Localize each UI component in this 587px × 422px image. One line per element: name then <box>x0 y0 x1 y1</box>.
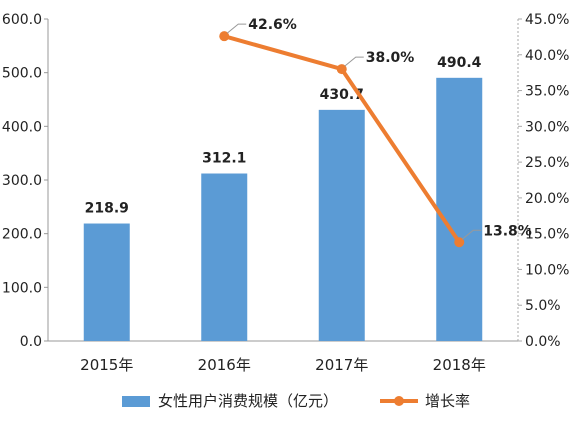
x-tick-label: 2017年 <box>315 356 368 374</box>
y-right-tick-label: 10.0% <box>525 262 569 278</box>
line-label-leader <box>461 229 482 240</box>
axes: 0.0 100.0 200.0 300.0 400.0 500.0 600.0 0.0% 5.0… <box>2 12 570 374</box>
y-left-tick-label: 100.0 <box>2 280 42 296</box>
x-tick-label: 2015年 <box>80 356 133 374</box>
legend-line-label: 增长率 <box>425 392 470 410</box>
y-left-tick-label: 500.0 <box>2 66 42 82</box>
bar-value-label: 430.7 <box>320 87 364 103</box>
legend: 女性用户消费规模（亿元） 增长率 <box>122 392 470 410</box>
line-value-labels: 42.6% 38.0% 13.8% <box>226 17 532 240</box>
bar <box>201 173 248 341</box>
bar <box>436 77 483 341</box>
y-right-tick-label: 45.0% <box>525 12 569 28</box>
line-point <box>336 64 347 75</box>
bar-value-label: 490.4 <box>437 55 482 71</box>
legend-line-marker <box>394 396 404 406</box>
y-right-tick-label: 15.0% <box>525 227 569 243</box>
y-left-tick-label: 300.0 <box>2 173 42 189</box>
x-tick-label: 2016年 <box>198 356 251 374</box>
legend-bar-label: 女性用户消费规模（亿元） <box>158 392 338 410</box>
bar-value-label: 218.9 <box>85 201 129 217</box>
y-right-tick-label: 40.0% <box>525 48 569 64</box>
line-point <box>219 31 230 42</box>
y-left-tick-label: 400.0 <box>2 119 42 135</box>
line-series <box>219 31 465 248</box>
bar <box>318 109 365 341</box>
line-point <box>454 237 465 248</box>
line-label-leader <box>226 23 247 34</box>
bar-value-label: 312.1 <box>202 151 246 167</box>
line-value-label: 42.6% <box>248 17 297 33</box>
y-right-tick-label: 20.0% <box>525 191 569 207</box>
bar-value-labels: 218.9 312.1 430.7 490.4 <box>85 55 482 217</box>
y-left-tick-label: 0.0 <box>20 334 42 350</box>
y-left-tick-label: 600.0 <box>2 12 42 28</box>
line-value-label: 38.0% <box>366 50 415 66</box>
y-right-tick-label: 5.0% <box>525 298 561 314</box>
bar <box>83 223 130 341</box>
legend-bar-swatch <box>122 396 150 407</box>
bar-series <box>83 77 483 341</box>
line-label-leader <box>344 56 364 67</box>
line-value-label: 13.8% <box>483 223 532 239</box>
y-right-tick-label: 30.0% <box>525 119 569 135</box>
y-right-tick-label: 0.0% <box>525 334 561 350</box>
y-left-tick-label: 200.0 <box>2 227 42 243</box>
x-tick-label: 2018年 <box>433 356 486 374</box>
y-right-tick-label: 35.0% <box>525 84 569 100</box>
y-right-tick-label: 25.0% <box>525 155 569 171</box>
